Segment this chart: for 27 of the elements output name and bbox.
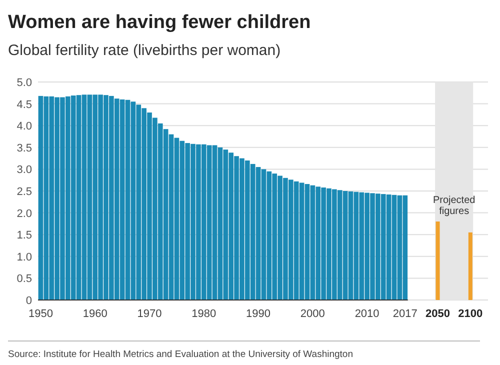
y-tick-label: 0.5 [16, 273, 32, 286]
x-tick-label: 2000 [300, 308, 325, 320]
x-tick-label: 1950 [28, 308, 53, 320]
y-tick-label: 1.5 [16, 230, 32, 242]
x-tick-label: 2100 [458, 308, 483, 320]
x-tick-label: 2017 [392, 308, 418, 320]
x-tick-label: 1990 [246, 308, 271, 320]
y-tick-label: 3.0 [16, 164, 32, 176]
y-tick-label: 2.5 [16, 186, 32, 198]
y-tick-label: 3.5 [16, 142, 32, 154]
bar [468, 232, 472, 300]
x-tick-label: 2050 [426, 308, 450, 320]
source-note: Source: Institute for Health Metrics and Evaluation at the University of Washington [8, 349, 353, 360]
y-tick-label: 4.5 [16, 98, 32, 111]
band-label: Projected figures [432, 195, 476, 217]
chart-subtitle: Global fertility rate (livebirths per woman) [8, 42, 281, 59]
x-tick-label: 1960 [82, 308, 108, 320]
x-tick-label: 1980 [192, 308, 216, 320]
y-tick-label: 0 [26, 295, 32, 307]
y-tick-label: 4.0 [16, 120, 32, 133]
x-tick-label: 1970 [137, 308, 162, 320]
chart-title: Women are having fewer children [8, 12, 311, 33]
bar [436, 222, 440, 300]
y-tick-label: 5.0 [16, 77, 32, 89]
x-tick-label: 2010 [354, 308, 380, 320]
y-tick-label: 2.0 [16, 208, 32, 220]
y-tick-label: 1.0 [16, 251, 32, 264]
